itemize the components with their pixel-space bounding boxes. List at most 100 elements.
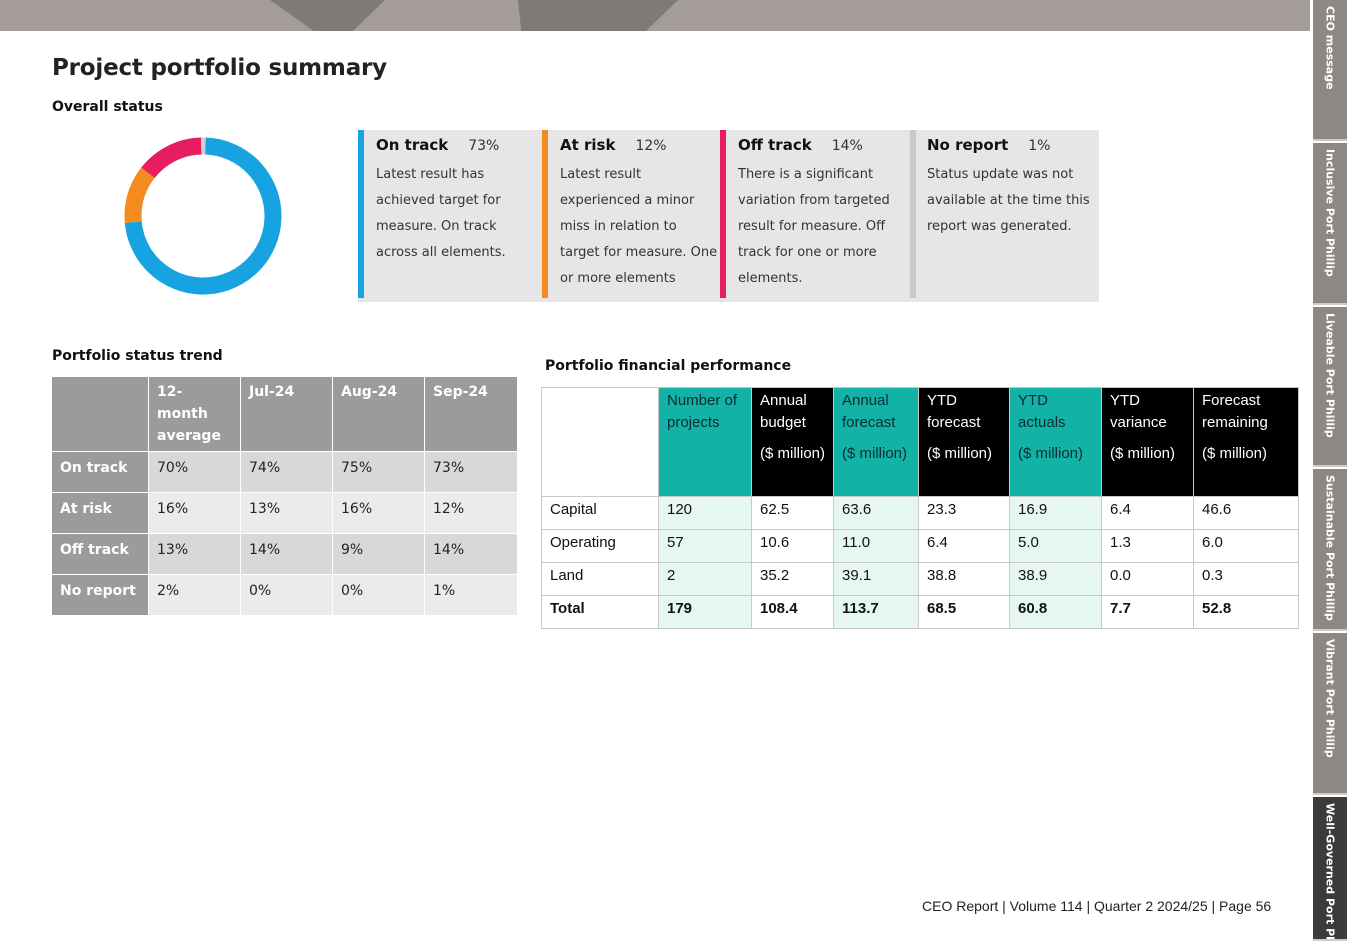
finance-header-unit: ($ million): [1110, 445, 1176, 462]
overall-status-donut-chart: [124, 137, 282, 295]
finance-cell: 57: [658, 529, 752, 563]
finance-row: Operating 57 10.6 11.0 6.4 5.0 1.3 6.0: [541, 529, 1299, 563]
finance-cell: 35.2: [751, 562, 834, 596]
trend-cell: 13%: [149, 534, 241, 575]
band-shape-left: [270, 0, 385, 31]
finance-column-header: [541, 387, 659, 497]
side-tab-3[interactable]: Liveable Port Phillip: [1313, 307, 1347, 467]
trend-cell: 75%: [333, 452, 425, 493]
status-color-bar: [358, 130, 364, 298]
finance-row-label: Total: [541, 595, 659, 629]
status-card-on-track: On track 73% Latest result has achieved ta…: [358, 130, 542, 302]
finance-cell: 113.7: [833, 595, 919, 629]
finance-cell: 179: [658, 595, 752, 629]
band-shape-right: [518, 0, 678, 31]
finance-header-title: Annual budget: [760, 392, 807, 431]
finance-column-header: YTD forecast ($ million): [918, 387, 1010, 497]
status-card-title: Off track 14%: [738, 136, 910, 158]
side-tab-1[interactable]: CEO message: [1313, 0, 1347, 141]
finance-cell: 1.3: [1101, 529, 1194, 563]
finance-cell: 108.4: [751, 595, 834, 629]
trend-row-label: Off track: [52, 534, 149, 575]
finance-cell: 16.9: [1009, 496, 1102, 530]
finance-cell: 10.6: [751, 529, 834, 563]
status-label: No report: [927, 136, 1009, 154]
finance-cell: 2: [658, 562, 752, 596]
finance-cell: 23.3: [918, 496, 1010, 530]
side-tab-label: Sustainable Port Phillip: [1323, 475, 1337, 621]
status-card-title: On track 73%: [376, 136, 542, 158]
finance-column-header: Annual budget ($ million): [751, 387, 834, 497]
status-percent: 1%: [1028, 138, 1051, 154]
finance-row: Capital 120 62.5 63.6 23.3 16.9 6.4 46.6: [541, 496, 1299, 530]
finance-cell: 120: [658, 496, 752, 530]
finance-header-row: Number of projects Annual budget ($ millio…: [541, 387, 1299, 497]
trend-row-label: No report: [52, 575, 149, 616]
status-color-bar: [720, 130, 726, 298]
finance-cell: 60.8: [1009, 595, 1102, 629]
side-tab-2[interactable]: Inclusive Port Phillip: [1313, 143, 1347, 305]
status-card-title: At risk 12%: [560, 136, 720, 158]
status-percent: 14%: [831, 138, 863, 154]
side-tab-label: Liveable Port Phillip: [1323, 313, 1337, 438]
status-label: Off track: [738, 136, 812, 154]
trend-row-label: On track: [52, 452, 149, 493]
finance-cell: 11.0: [833, 529, 919, 563]
finance-column-header: Forecast remaining ($ million): [1193, 387, 1299, 497]
section-side-tabs: CEO message Inclusive Port Phillip Liveabl…: [1310, 0, 1347, 941]
finance-cell: 52.8: [1193, 595, 1299, 629]
finance-cell: 0.0: [1101, 562, 1194, 596]
finance-cell: 6.0: [1193, 529, 1299, 563]
status-description: There is a significant variation from ta…: [738, 167, 890, 286]
finance-header-title: Number of projects: [667, 392, 738, 431]
trend-cell: 0%: [241, 575, 333, 616]
finance-heading: Portfolio financial performance: [545, 358, 792, 374]
trend-cell: 74%: [241, 452, 333, 493]
finance-column-header: YTD variance ($ million): [1101, 387, 1194, 497]
trend-cell: 14%: [425, 534, 518, 575]
side-tab-label: Inclusive Port Phillip: [1323, 149, 1337, 277]
side-tab-label: Vibrant Port Phillip: [1323, 639, 1337, 758]
trend-cell: 70%: [149, 452, 241, 493]
side-tab-4[interactable]: Sustainable Port Phillip: [1313, 469, 1347, 631]
finance-header-title: Forecast remaining: [1202, 392, 1268, 431]
page-footer: CEO Report | Volume 114 | Quarter 2 2024…: [922, 898, 1272, 914]
trend-cell: 16%: [149, 493, 241, 534]
top-decorative-band: [0, 0, 1313, 31]
side-tab-5[interactable]: Vibrant Port Phillip: [1313, 633, 1347, 795]
trend-cell: 13%: [241, 493, 333, 534]
status-label: On track: [376, 136, 449, 154]
trend-row: Off track 13% 14% 9% 14%: [52, 534, 518, 575]
trend-cell: 73%: [425, 452, 518, 493]
trend-cell: 9%: [333, 534, 425, 575]
finance-header-title: Annual forecast: [842, 392, 896, 431]
finance-cell: 38.8: [918, 562, 1010, 596]
trend-cell: 0%: [333, 575, 425, 616]
trend-row: At risk 16% 13% 16% 12%: [52, 493, 518, 534]
finance-cell: 5.0: [1009, 529, 1102, 563]
trend-cell: 14%: [241, 534, 333, 575]
overall-status-heading: Overall status: [52, 99, 163, 115]
status-percent: 73%: [468, 138, 500, 154]
trend-column-header: [52, 377, 149, 452]
finance-column-header: Number of projects: [658, 387, 752, 497]
finance-header-unit: ($ million): [1202, 445, 1268, 462]
status-card-at-risk: At risk 12% Latest result experienced a mi…: [542, 130, 720, 302]
finance-cell: 62.5: [751, 496, 834, 530]
finance-cell: 7.7: [1101, 595, 1194, 629]
status-legend-cards: On track 73% Latest result has achieved ta…: [358, 130, 1099, 302]
finance-cell: 39.1: [833, 562, 919, 596]
finance-row-label: Land: [541, 562, 659, 596]
side-tab-label: Well-Governed Port Phillip: [1323, 803, 1337, 941]
finance-cell: 6.4: [918, 529, 1010, 563]
finance-row: Total 179 108.4 113.7 68.5 60.8 7.7 52.8: [541, 595, 1299, 629]
finance-cell: 68.5: [918, 595, 1010, 629]
status-description: Status update was not available at the t…: [927, 167, 1090, 234]
finance-row-label: Operating: [541, 529, 659, 563]
side-tab-6[interactable]: Well-Governed Port Phillip: [1313, 797, 1347, 941]
finance-cell: 0.3: [1193, 562, 1299, 596]
donut-slice-at-risk: [124, 137, 282, 295]
finance-column-header: Annual forecast ($ million): [833, 387, 919, 497]
trend-column-header: Sep-24: [425, 377, 518, 452]
trend-header-row: 12-month average Jul-24 Aug-24 Sep-24: [52, 377, 518, 452]
